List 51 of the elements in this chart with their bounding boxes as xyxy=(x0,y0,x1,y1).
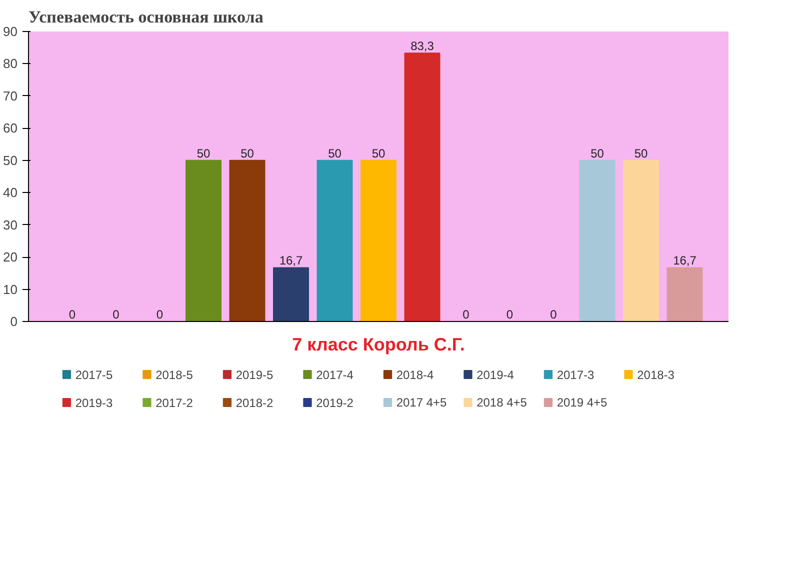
legend-label: 2019-4 xyxy=(476,368,514,382)
bar xyxy=(229,160,266,322)
data-label: 50 xyxy=(240,146,254,160)
bar xyxy=(666,267,703,322)
y-tick-label: 70 xyxy=(3,88,18,104)
legend-label: 2018-4 xyxy=(396,368,434,382)
legend-label: 2018-5 xyxy=(156,368,194,382)
legend-label: 2018-3 xyxy=(637,368,675,382)
y-tick-label: 40 xyxy=(3,185,18,200)
data-label: 50 xyxy=(634,146,648,160)
bar xyxy=(623,160,659,322)
data-label: 0 xyxy=(550,308,558,322)
legend-label: 2019 4+5 xyxy=(556,396,608,410)
legend-label: 2017-5 xyxy=(75,368,114,382)
data-label: 50 xyxy=(196,146,210,160)
bar xyxy=(404,52,440,322)
legend-label: 2019-5 xyxy=(236,368,274,382)
data-label: 16,7 xyxy=(673,254,697,268)
y-tick-label: 60 xyxy=(3,120,18,136)
legend-label: 2018-2 xyxy=(236,396,274,410)
bar xyxy=(273,267,309,322)
legend-label: 2017-4 xyxy=(316,368,354,382)
y-tick-label: 30 xyxy=(3,217,18,232)
y-tick-label: 90 xyxy=(3,24,18,39)
bar xyxy=(579,160,616,322)
bar xyxy=(186,160,222,322)
legend-label: 2018 4+5 xyxy=(476,396,528,410)
data-label: 0 xyxy=(112,308,120,322)
data-label: 0 xyxy=(462,308,470,322)
legend-label: 2017-3 xyxy=(556,368,595,382)
data-label: 0 xyxy=(68,308,76,322)
bar xyxy=(316,160,353,322)
chart-title: Успеваемость основная школа xyxy=(28,8,264,26)
legend-label: 2019-2 xyxy=(316,396,354,410)
data-label: 50 xyxy=(372,146,386,160)
data-label: 0 xyxy=(506,308,514,322)
y-tick-label: 80 xyxy=(3,56,18,72)
data-label: 16,7 xyxy=(279,254,304,268)
legend-label: 2019-3 xyxy=(75,396,114,410)
data-label: 50 xyxy=(590,146,604,160)
data-label: 83,3 xyxy=(410,39,434,54)
legend-label: 2017-2 xyxy=(156,396,194,410)
data-label: 50 xyxy=(328,146,342,160)
data-label: 0 xyxy=(156,308,164,322)
y-tick-label: 10 xyxy=(3,282,18,297)
y-tick-label: 20 xyxy=(3,250,18,265)
bar xyxy=(360,160,396,322)
legend-label: 2017 4+5 xyxy=(396,396,448,410)
text: 7 класс Король С.Г. xyxy=(292,334,465,354)
y-tick-label: 0 xyxy=(10,314,18,329)
y-tick-label: 50 xyxy=(3,152,18,168)
